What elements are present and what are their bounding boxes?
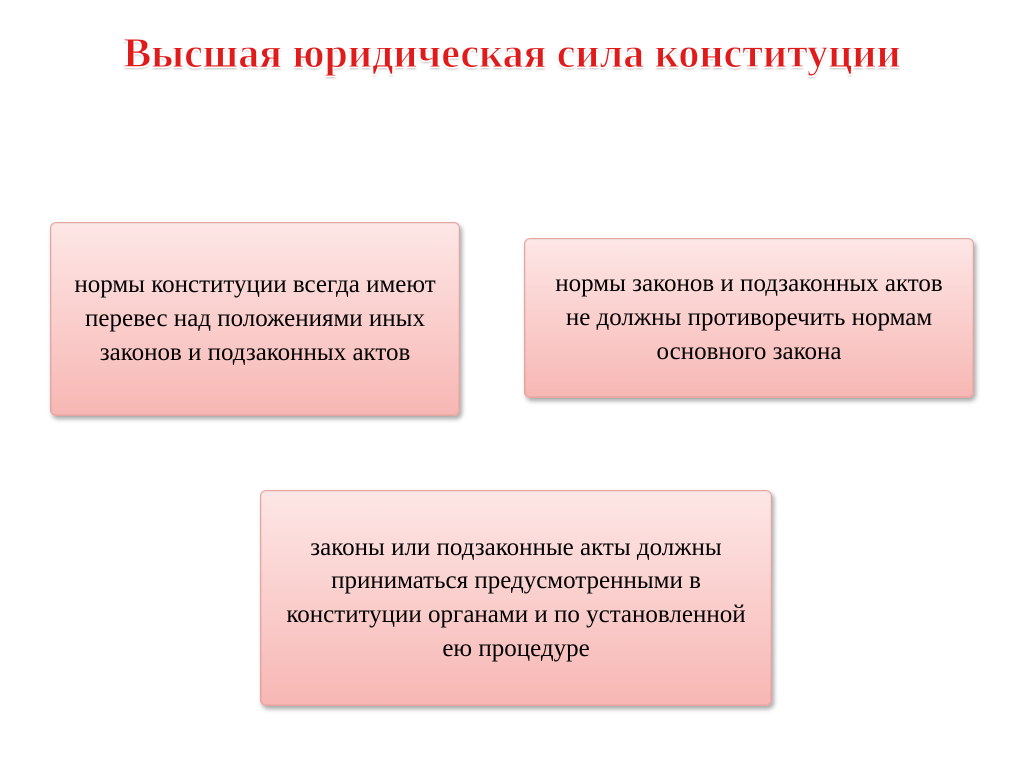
card-text: нормы законов и подзаконных актов не дол…	[545, 267, 953, 368]
slide-title-line2: конституции	[655, 31, 901, 77]
card-text: нормы конституции всегда имеют перевес н…	[71, 268, 439, 369]
card-procedure: законы или подзаконные акты должны прини…	[260, 490, 772, 706]
slide-title: Высшая юридическая сила конституции	[0, 30, 1024, 78]
slide-title-line1: Высшая юридическая сила	[123, 31, 644, 77]
card-no-contradiction: нормы законов и подзаконных актов не дол…	[524, 238, 974, 398]
card-constitution-supremacy: нормы конституции всегда имеют перевес н…	[50, 222, 460, 416]
card-text: законы или подзаконные акты должны прини…	[281, 531, 751, 666]
